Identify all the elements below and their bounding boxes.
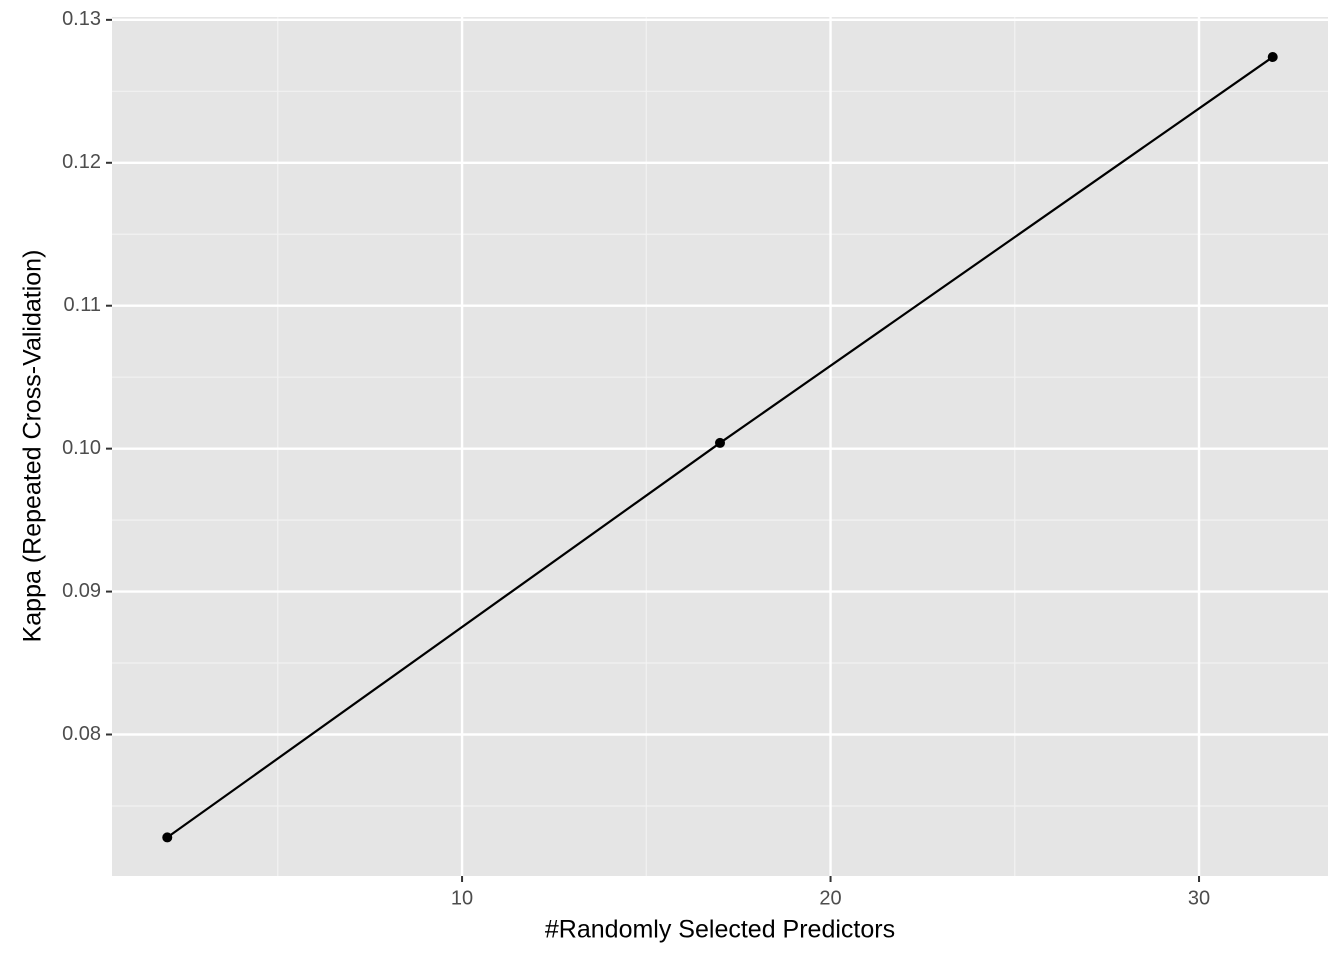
- marks: [162, 52, 1278, 843]
- grid: [112, 17, 1328, 876]
- point: [715, 437, 725, 448]
- y-tick-label: 0.12: [62, 151, 101, 173]
- y-tick-label: 0.13: [62, 8, 101, 30]
- y-tick-label: 0.09: [62, 580, 101, 602]
- y-axis-title: Kappa (Repeated Cross-Validation): [19, 250, 47, 643]
- y-tick-label: 0.10: [62, 437, 101, 459]
- point: [1267, 52, 1278, 63]
- y-tick-label: 0.11: [64, 294, 101, 316]
- x-axis-title: #Randomly Selected Predictors: [545, 916, 895, 944]
- x-tick-label: 30: [1188, 887, 1210, 909]
- y-tick-label: 0.08: [62, 723, 101, 745]
- x-tick-label: 10: [451, 887, 473, 909]
- x-tick-label: 20: [819, 887, 841, 909]
- point: [162, 832, 173, 843]
